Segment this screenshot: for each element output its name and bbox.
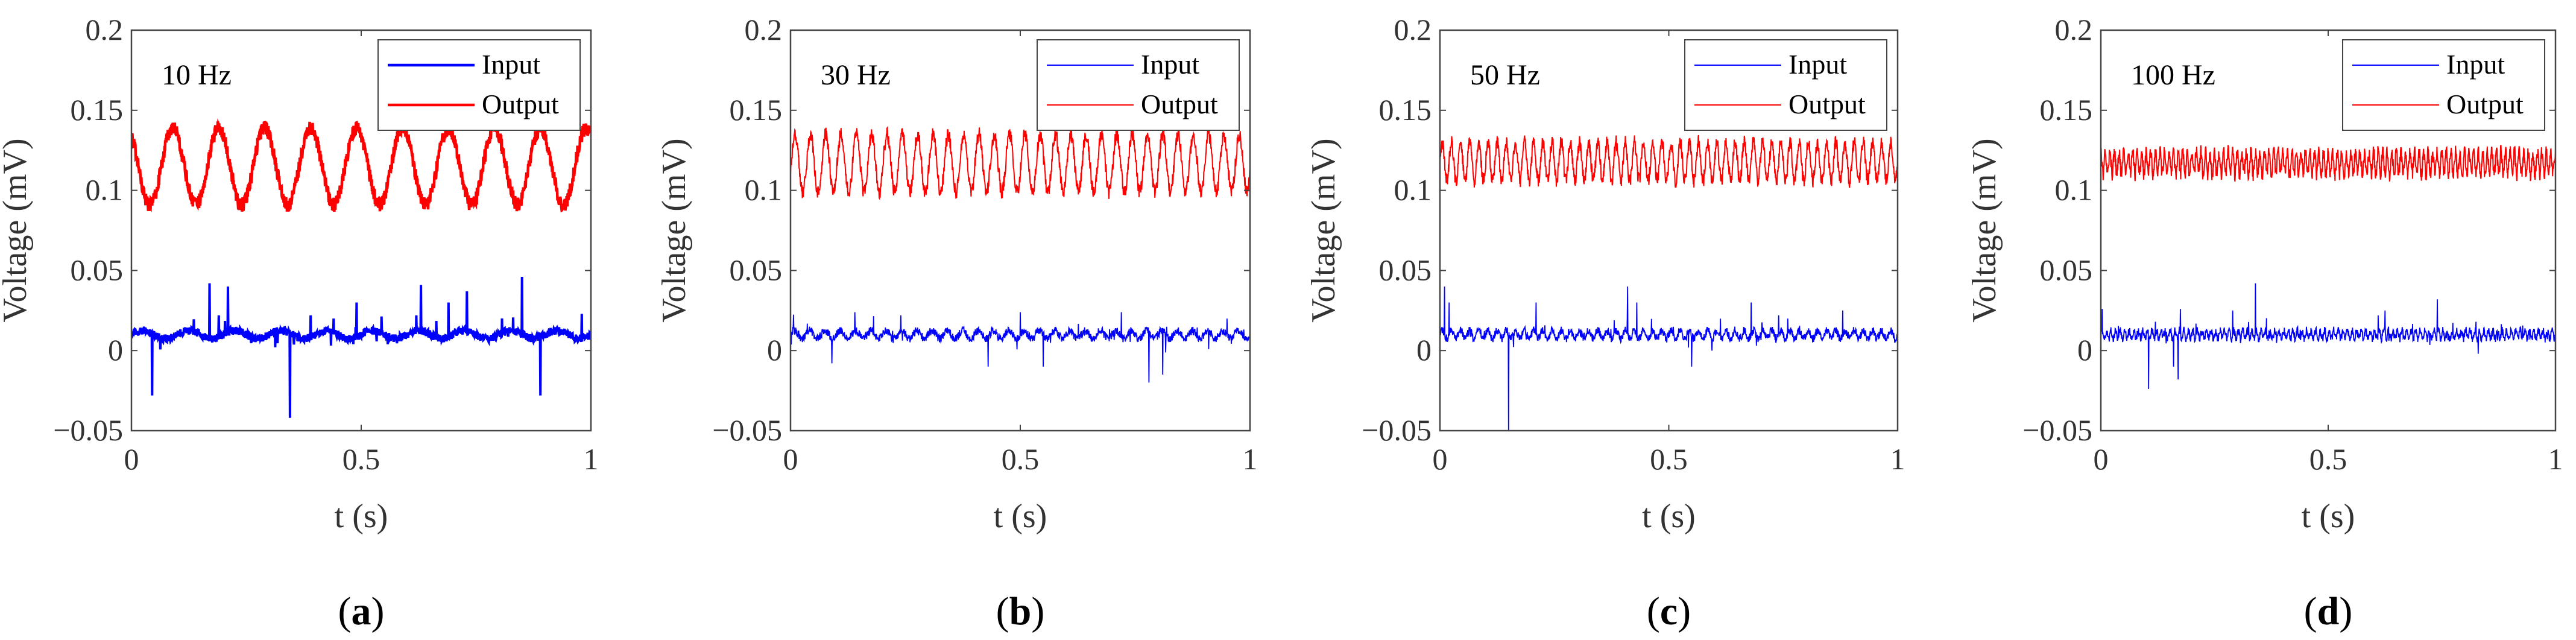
panel-label: (d) — [2304, 589, 2353, 633]
y-tick-label: 0.15 — [71, 93, 124, 127]
y-tick-label: 0.1 — [86, 173, 124, 207]
y-axis-label: Voltage (mV) — [1305, 138, 1342, 322]
series-line-output — [131, 118, 591, 213]
legend: Input Output — [2342, 39, 2545, 131]
panel-label: (b) — [996, 589, 1045, 633]
legend-box — [1037, 39, 1240, 131]
panel-letter: d — [2317, 589, 2340, 633]
legend-label-output: Output — [2446, 89, 2524, 119]
legend: Input Output — [1037, 39, 1240, 131]
legend-box — [377, 39, 581, 131]
y-tick-label: 0.2 — [86, 13, 124, 46]
series-line-input — [1440, 286, 1898, 431]
panel-label: (c) — [1647, 589, 1691, 633]
y-tick-label: 0.05 — [2040, 253, 2093, 287]
y-tick-label: 0.05 — [1379, 253, 1432, 287]
y-tick-label: −0.05 — [1362, 413, 1432, 447]
legend-box — [2342, 39, 2545, 131]
y-tick-label: 0 — [2077, 333, 2092, 367]
x-tick-label: 1 — [2548, 442, 2563, 476]
paren: ) — [1678, 589, 1691, 633]
x-tick-label: 0 — [2094, 442, 2109, 476]
x-tick-label: 0.5 — [343, 442, 380, 476]
x-tick-label: 0 — [1433, 442, 1448, 476]
y-axis-label: Voltage (mV) — [0, 138, 34, 322]
y-tick-label: 0.05 — [730, 253, 783, 287]
legend-label-input: Input — [1141, 49, 1199, 80]
y-tick-label: 0 — [767, 333, 782, 367]
x-tick-label: 0.5 — [1002, 442, 1040, 476]
x-tick-label: 0.5 — [1650, 442, 1688, 476]
legend-label-input: Input — [1788, 49, 1847, 80]
paren: ( — [996, 589, 1009, 633]
y-tick-label: −0.05 — [2022, 413, 2092, 447]
paren: ( — [1647, 589, 1660, 633]
legend-label-output: Output — [1788, 89, 1866, 119]
x-axis-label: t (s) — [1642, 498, 1696, 535]
y-tick-label: 0.2 — [2055, 13, 2093, 46]
panel-letter: a — [352, 589, 371, 633]
series-line-input — [2101, 283, 2555, 389]
legend-label-input: Input — [482, 49, 540, 80]
x-tick-label: 0 — [783, 442, 798, 476]
frequency-annotation: 100 Hz — [2131, 59, 2215, 91]
x-axis-label: t (s) — [994, 498, 1047, 535]
y-tick-label: 0.2 — [745, 13, 783, 46]
legend-label-output: Output — [1141, 89, 1218, 119]
x-axis-label: t (s) — [335, 498, 388, 535]
frequency-annotation: 30 Hz — [821, 59, 891, 91]
series-line-input — [131, 276, 591, 418]
paren: ) — [1031, 589, 1044, 633]
y-tick-label: −0.05 — [53, 413, 123, 447]
y-tick-label: 0.2 — [1394, 13, 1432, 46]
y-tick-label: 0.05 — [71, 253, 124, 287]
series-line-output — [791, 125, 1250, 201]
legend-label-output: Output — [482, 89, 559, 119]
frequency-annotation: 50 Hz — [1470, 59, 1540, 91]
y-axis-label: Voltage (mV) — [1966, 138, 2003, 322]
y-tick-label: 0.15 — [1379, 93, 1432, 127]
series-line-output — [1440, 135, 1898, 188]
panel-label: (a) — [338, 589, 385, 633]
x-tick-label: 0 — [124, 442, 139, 476]
paren: ( — [338, 589, 352, 633]
paren: ( — [2304, 589, 2317, 633]
x-axis-label: t (s) — [2302, 498, 2355, 535]
paren: ) — [2339, 589, 2352, 633]
series-line-output — [2101, 145, 2555, 182]
y-tick-label: 0.1 — [745, 173, 783, 207]
y-tick-label: 0.1 — [1394, 173, 1432, 207]
x-tick-label: 1 — [1890, 442, 1905, 476]
y-tick-label: −0.05 — [712, 413, 782, 447]
x-tick-label: 1 — [584, 442, 599, 476]
y-tick-label: 0.1 — [2055, 173, 2093, 207]
y-tick-label: 0.15 — [730, 93, 783, 127]
panel-letter: c — [1660, 589, 1678, 633]
series-line-input — [791, 312, 1250, 383]
legend-box — [1684, 39, 1887, 131]
x-tick-label: 1 — [1243, 442, 1258, 476]
paren: ) — [371, 589, 385, 633]
legend: Input Output — [377, 39, 581, 131]
y-tick-label: 0.15 — [2040, 93, 2093, 127]
y-tick-label: 0 — [108, 333, 123, 367]
frequency-annotation: 10 Hz — [162, 59, 232, 91]
legend: Input Output — [1684, 39, 1887, 131]
x-tick-label: 0.5 — [2309, 442, 2347, 476]
y-axis-label: Voltage (mV) — [655, 138, 693, 322]
panel-letter: b — [1009, 589, 1032, 633]
y-tick-label: 0 — [1416, 333, 1432, 367]
legend-label-input: Input — [2446, 49, 2505, 80]
